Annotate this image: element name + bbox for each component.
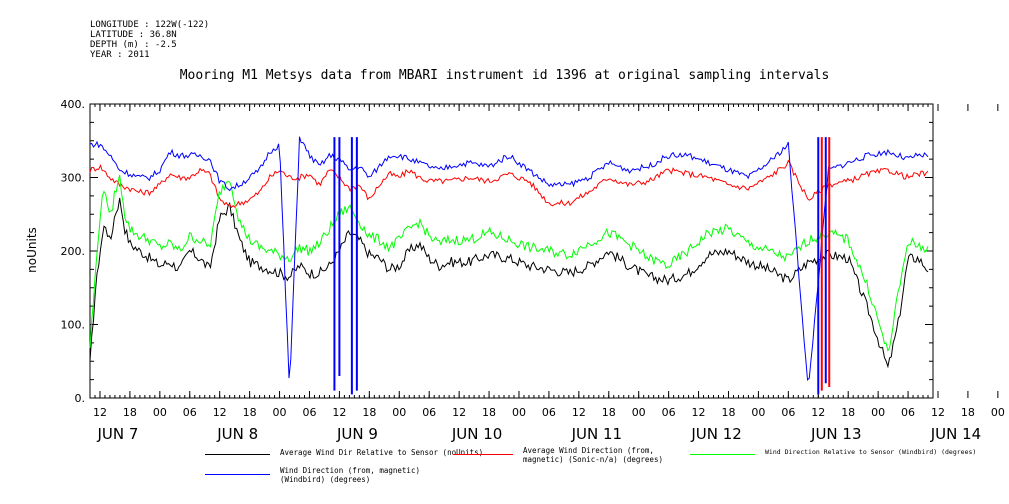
x-hour-label: 12 (452, 406, 466, 419)
chart-title: Mooring M1 Metsys data from MBARI instru… (179, 68, 830, 83)
x-hour-label: 06 (422, 406, 436, 419)
x-day-label: JUN 10 (451, 425, 502, 443)
x-hour-label: 06 (781, 406, 795, 419)
legend-item-red: Average Wind Direction (from, magnetic) … (453, 446, 673, 464)
x-day-label: JUN 9 (336, 425, 378, 443)
mooring-metadata: LONGITUDE : 122W(-122) LATITUDE : 36.8N … (90, 20, 209, 60)
x-hour-label: 18 (123, 406, 137, 419)
x-hour-label: 18 (482, 406, 496, 419)
x-hour-label: 00 (512, 406, 526, 419)
x-day-label: JUN 8 (216, 425, 258, 443)
latitude-line: LATITUDE : 36.8N (90, 30, 177, 40)
y-tick-label: 400. (61, 98, 86, 111)
legend-label-green: Wind Direction Relative to Sensor (Windb… (765, 448, 977, 456)
x-hour-label: 18 (362, 406, 376, 419)
series-line-1 (89, 159, 929, 209)
year-line: YEAR : 2011 (90, 50, 150, 60)
x-hour-label: 18 (841, 406, 855, 419)
x-hour-label: 06 (183, 406, 197, 419)
legend-swatch-red (453, 454, 513, 455)
x-hour-label: 00 (751, 406, 765, 419)
x-hour-label: 12 (332, 406, 346, 419)
depth-line: DEPTH (m) : -2.5 (90, 40, 177, 50)
series-line-3 (89, 136, 929, 382)
x-hour-label: 06 (302, 406, 316, 419)
x-hour-label: 18 (721, 406, 735, 419)
x-hour-label: 12 (692, 406, 706, 419)
x-day-label: JUN 13 (810, 425, 861, 443)
x-day-label: JUN 12 (690, 425, 741, 443)
y-tick-label: 0. (75, 392, 86, 405)
series-line-2 (89, 174, 929, 352)
x-hour-label: 00 (392, 406, 406, 419)
x-day-label: JUN 11 (571, 425, 622, 443)
legend-item-green: Wind Direction Relative to Sensor (Windb… (690, 448, 976, 457)
x-hour-label: 12 (811, 406, 825, 419)
x-day-label: JUN 14 (930, 425, 981, 443)
legend-label-red: Average Wind Direction (from, magnetic) … (523, 446, 663, 464)
legend-swatch-black (205, 454, 270, 455)
longitude-line: LONGITUDE : 122W(-122) (90, 20, 210, 30)
series-line-0 (89, 197, 929, 369)
x-hour-label: 00 (871, 406, 885, 419)
x-hour-label: 12 (572, 406, 586, 419)
x-hour-label: 18 (243, 406, 257, 419)
legend-swatch-green (690, 454, 755, 455)
x-hour-label: 00 (153, 406, 167, 419)
x-hour-label: 00 (991, 406, 1005, 419)
y-tick-label: 100. (61, 319, 86, 332)
x-hour-label: 18 (602, 406, 616, 419)
x-hour-label: 06 (542, 406, 556, 419)
legend-swatch-blue (205, 474, 270, 475)
y-tick-label: 300. (61, 172, 86, 185)
x-hour-label: 18 (961, 406, 975, 419)
x-hour-label: 06 (662, 406, 676, 419)
x-day-label: JUN 7 (97, 425, 139, 443)
legend-item-blue: Wind Direction (from, magnetic) (Windbir… (205, 466, 440, 484)
legend-label-blue: Wind Direction (from, magnetic) (Windbir… (280, 466, 420, 484)
y-tick-label: 200. (61, 245, 86, 258)
x-hour-label: 12 (931, 406, 945, 419)
legend-label-black: Average Wind Dir Relative to Sensor (noU… (280, 448, 484, 457)
x-hour-label: 12 (213, 406, 227, 419)
legend-item-black: Average Wind Dir Relative to Sensor (noU… (205, 448, 483, 457)
x-hour-label: 12 (93, 406, 107, 419)
x-hour-label: 00 (273, 406, 287, 419)
plot-frame (89, 103, 934, 399)
x-hour-label: 00 (632, 406, 646, 419)
x-hour-label: 06 (901, 406, 915, 419)
